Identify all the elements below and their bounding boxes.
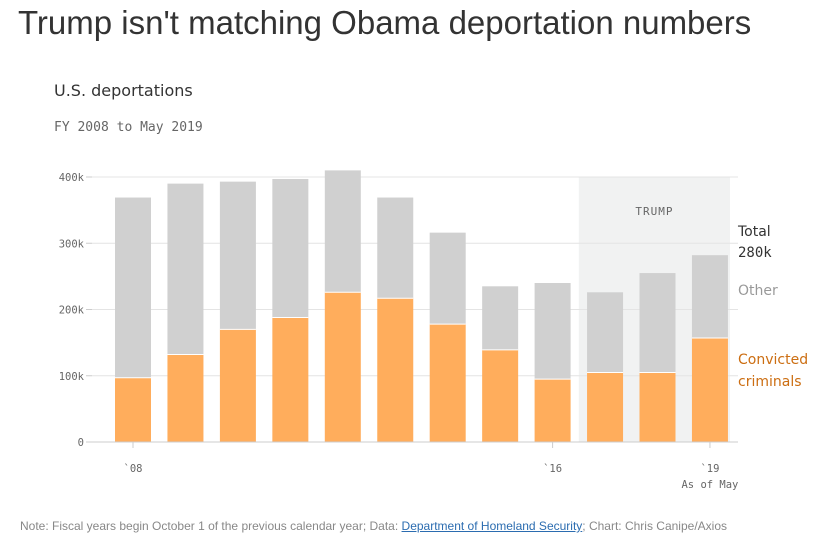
bar-convicted-criminals-2016 <box>534 379 571 442</box>
legend-total-label: Total <box>737 224 771 240</box>
bar-convicted-criminals-2010 <box>219 329 256 442</box>
bar-other-2019 <box>691 255 728 338</box>
footnote-prefix: Note: Fiscal years begin October 1 of th… <box>20 519 402 533</box>
x-tick-label: `19 <box>700 463 719 475</box>
x-tick-label: `08 <box>124 463 143 475</box>
bar-other-2017 <box>587 292 624 373</box>
bar-other-2011 <box>272 178 309 318</box>
bar-other-2015 <box>482 286 519 350</box>
bar-other-2010 <box>219 181 256 330</box>
bar-other-2018 <box>639 273 676 373</box>
bar-convicted-criminals-2008 <box>115 377 151 442</box>
trump-label: TRUMP <box>635 205 673 218</box>
y-axis-ticks: 0 100k 200k 300k 400k <box>59 172 85 449</box>
footnote-suffix: ; Chart: Chris Canipe/Axios <box>582 519 728 533</box>
legend-other: Other <box>738 283 778 299</box>
y-tick-label: 0 <box>78 437 84 449</box>
y-tick-label: 300k <box>59 238 85 250</box>
headline: Trump isn't matching Obama deportation n… <box>18 4 752 41</box>
bar-convicted-criminals-2012 <box>324 292 361 442</box>
x-tick-label: `16 <box>543 463 562 475</box>
y-tick-label: 200k <box>59 305 85 317</box>
bar-other-2013 <box>377 197 414 299</box>
x-axis-ticks: `08 `16 `19 <box>124 442 719 475</box>
chart-subtitle: FY 2008 to May 2019 <box>54 120 203 135</box>
bar-convicted-criminals-2009 <box>167 354 204 442</box>
bar-other-2012 <box>324 170 361 293</box>
chart-title: U.S. deportations <box>54 81 193 100</box>
bar-other-2008 <box>115 197 151 378</box>
bar-convicted-criminals-2014 <box>429 324 466 442</box>
legend-convicted-line2: criminals <box>738 374 802 390</box>
bar-convicted-criminals-2019 <box>691 337 728 442</box>
bar-convicted-criminals-2018 <box>639 372 676 442</box>
x-axis-note: As of May <box>681 479 738 491</box>
bar-other-2014 <box>429 232 466 325</box>
bar-convicted-criminals-2017 <box>587 372 624 442</box>
bars <box>115 170 728 442</box>
y-tick-label: 400k <box>59 172 85 184</box>
bar-convicted-criminals-2011 <box>272 317 309 442</box>
legend-total-value: 280k <box>738 245 772 261</box>
footnote: Note: Fiscal years begin October 1 of th… <box>20 519 727 533</box>
bar-other-2009 <box>167 183 204 355</box>
data-source-link[interactable]: Department of Homeland Security <box>401 519 583 533</box>
bar-convicted-criminals-2013 <box>377 298 414 442</box>
bar-other-2016 <box>534 283 571 380</box>
y-tick-label: 100k <box>59 371 85 383</box>
legend-convicted-line1: Convicted <box>738 352 808 368</box>
bar-convicted-criminals-2015 <box>482 349 519 442</box>
